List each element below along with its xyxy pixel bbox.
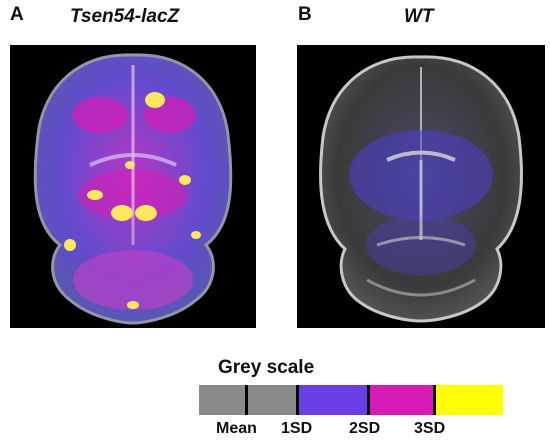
panel-a-brain-image [10, 45, 256, 328]
panel-a-title: Tsen54-lacZ [70, 6, 180, 27]
legend-segment-magenta [367, 385, 433, 415]
panel-b-title: WT [404, 6, 434, 27]
legend-tick-2sd [367, 385, 370, 415]
legend-segment-yellow [433, 385, 503, 415]
legend-label-mean: Mean [216, 420, 257, 437]
panel-a-letter: A [10, 4, 24, 25]
panel-b-letter: B [298, 4, 312, 25]
panel-b-brain-image [297, 45, 545, 328]
legend-label-3sd: 3SD [414, 420, 446, 437]
legend-tick-mean [245, 385, 248, 415]
legend-tick-3sd [433, 385, 436, 415]
tsen54-brain-render [33, 53, 233, 325]
legend-segment-grey [199, 385, 297, 415]
legend-title: Grey scale [218, 357, 315, 378]
legend-segment-purple [297, 385, 367, 415]
wt-brain-render [319, 55, 523, 323]
legend-label-1sd: 1SD [281, 420, 313, 437]
grey-scale-legend-bar [199, 385, 503, 415]
legend-tick-1sd [296, 385, 299, 415]
legend-label-2sd: 2SD [349, 420, 381, 437]
